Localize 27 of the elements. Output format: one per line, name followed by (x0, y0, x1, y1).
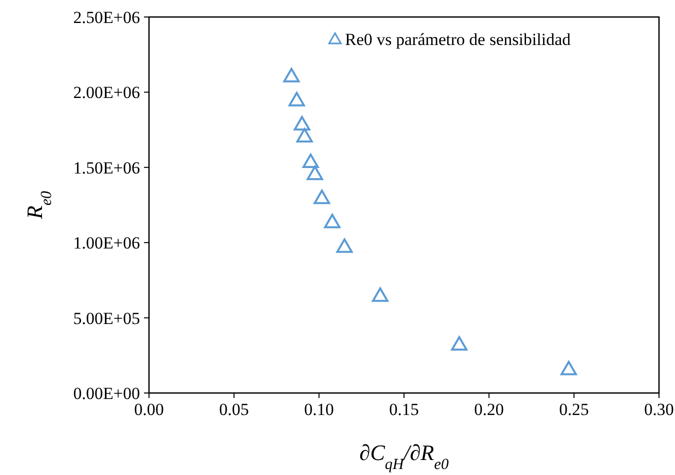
point (288, 92, 305, 106)
x-tick-label: 0.05 (219, 400, 249, 419)
point (283, 68, 300, 82)
point (296, 128, 313, 142)
point (560, 360, 577, 376)
x-tick-label: 0.25 (559, 400, 589, 419)
x-tick-label: 0.10 (304, 400, 334, 419)
point (302, 154, 319, 168)
y-tick-label: 5.00E+05 (73, 308, 140, 328)
point (314, 190, 330, 204)
point (451, 336, 468, 351)
y-tick-label: 0.00E+00 (73, 384, 140, 403)
point (324, 214, 340, 228)
legend-label: Re0 vs parámetro de sensibilidad (345, 30, 572, 49)
point (336, 238, 353, 253)
y-tick-label: 2.50E+06 (73, 8, 140, 27)
point (294, 116, 310, 130)
x-tick-label: 0.00 (134, 400, 164, 419)
x-axis-title: ∂C$_{qH}$/∂R$_{e0}$ (359, 440, 449, 472)
x-tick-label: 0.30 (644, 400, 674, 419)
y-tick-label: 2.00E+06 (73, 83, 140, 102)
y-tick-label: 1.00E+06 (73, 234, 140, 253)
x-tick-label: 0.15 (389, 400, 419, 419)
y-tick-label: 1.50E+06 (73, 158, 140, 178)
point (372, 287, 388, 302)
point (306, 166, 324, 180)
x-tick-label: 0.20 (474, 400, 504, 419)
